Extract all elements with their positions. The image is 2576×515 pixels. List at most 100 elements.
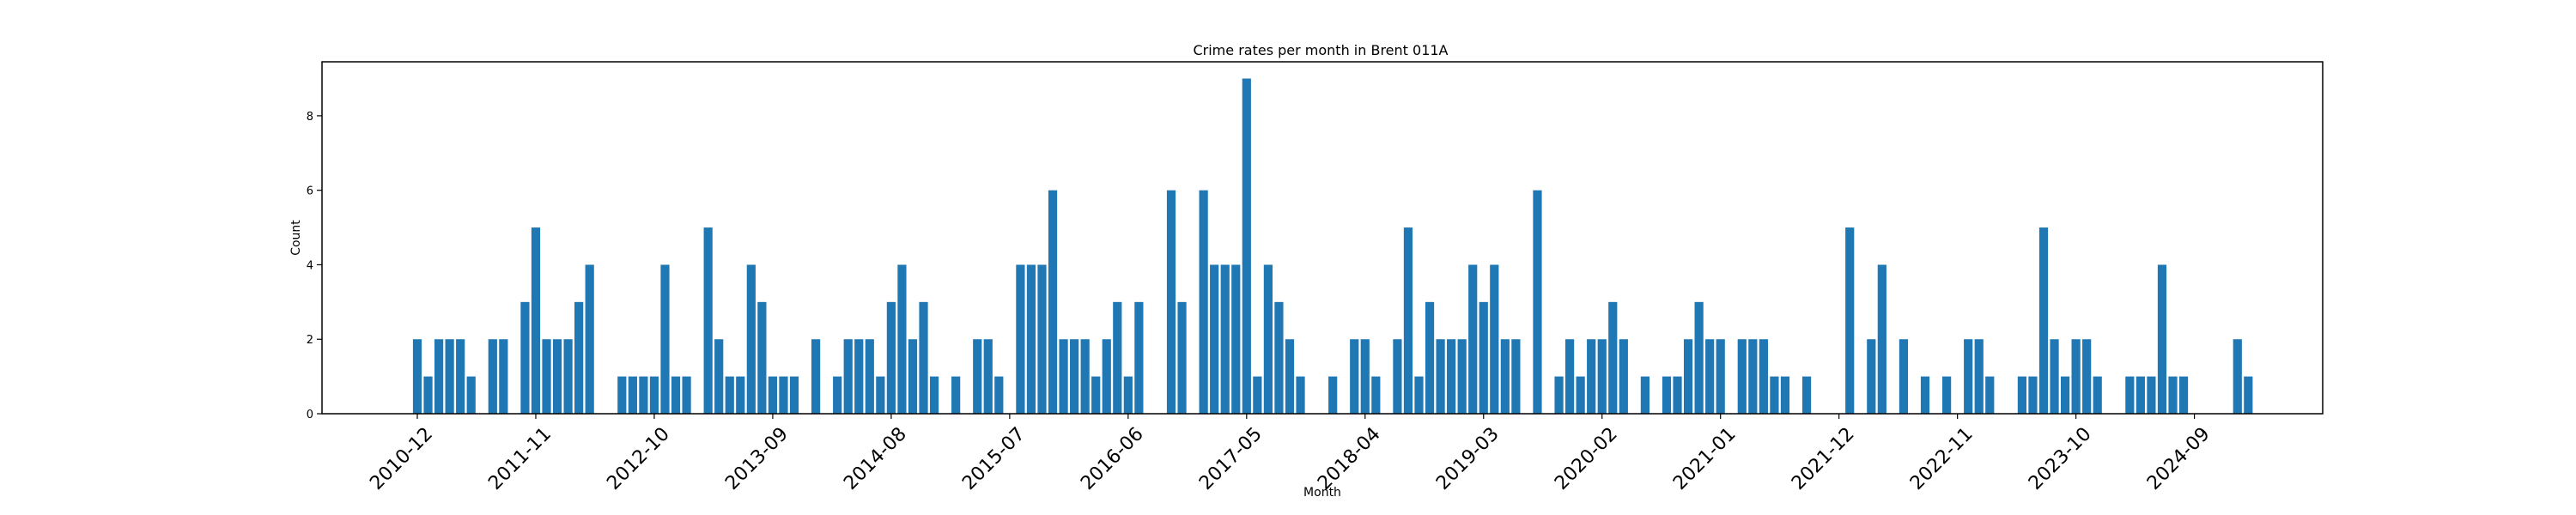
bar bbox=[1134, 301, 1144, 414]
bar bbox=[1490, 264, 1499, 414]
bar bbox=[1037, 264, 1047, 414]
x-tick-label: 2013-09 bbox=[721, 423, 793, 494]
bar bbox=[1705, 339, 1715, 414]
y-tick-label: 6 bbox=[307, 185, 313, 198]
x-tick-label: 2021-01 bbox=[1669, 423, 1741, 494]
bar bbox=[1964, 339, 1973, 414]
bar bbox=[2028, 376, 2038, 414]
bar bbox=[886, 301, 896, 414]
bar bbox=[1985, 376, 1995, 414]
bar bbox=[649, 376, 659, 414]
x-tick-label: 2023-10 bbox=[2025, 423, 2096, 494]
bar bbox=[1425, 301, 1435, 414]
bar bbox=[1759, 339, 1768, 414]
bar bbox=[1285, 339, 1295, 414]
bar bbox=[757, 301, 767, 414]
x-tick-label: 2014-08 bbox=[840, 423, 911, 494]
bar bbox=[1328, 376, 1338, 414]
bar bbox=[1694, 301, 1704, 414]
bar bbox=[1780, 376, 1790, 414]
x-tick-label: 2024-09 bbox=[2143, 423, 2215, 494]
bar bbox=[833, 376, 842, 414]
bar bbox=[1468, 264, 1478, 414]
x-tick-label: 2016-06 bbox=[1077, 423, 1148, 494]
bar bbox=[2038, 227, 2049, 414]
bar bbox=[1123, 376, 1133, 414]
bar bbox=[2050, 339, 2059, 414]
bar bbox=[1231, 264, 1241, 414]
bar bbox=[725, 376, 734, 414]
bar bbox=[628, 376, 637, 414]
bar bbox=[671, 376, 681, 414]
y-tick-label: 2 bbox=[307, 334, 313, 347]
bar bbox=[1350, 339, 1359, 414]
bar bbox=[1920, 376, 1930, 414]
bar bbox=[1565, 339, 1575, 414]
bar bbox=[1942, 376, 1952, 414]
x-tick-label: 2020-02 bbox=[1551, 423, 1622, 494]
bar bbox=[1242, 78, 1251, 415]
bar bbox=[1608, 301, 1618, 414]
bar bbox=[1877, 264, 1886, 414]
bar bbox=[552, 339, 562, 414]
bar bbox=[2233, 339, 2242, 414]
bar bbox=[1899, 339, 1909, 414]
bar bbox=[1801, 376, 1812, 414]
bar bbox=[1770, 376, 1779, 414]
bar bbox=[908, 339, 918, 414]
bar bbox=[2168, 376, 2178, 414]
bar bbox=[983, 339, 993, 414]
y-axis-label: Count bbox=[289, 220, 303, 256]
bar bbox=[994, 376, 1004, 414]
bar bbox=[2136, 376, 2145, 414]
bar bbox=[1500, 339, 1510, 414]
bar bbox=[488, 339, 497, 414]
y-axis: 0 2 4 6 8 bbox=[307, 111, 322, 421]
bar bbox=[682, 376, 691, 414]
bar bbox=[2060, 376, 2070, 414]
bar bbox=[951, 376, 961, 414]
bar bbox=[1737, 339, 1747, 414]
bar bbox=[1436, 339, 1445, 414]
bar bbox=[811, 339, 821, 414]
bar bbox=[1974, 339, 1984, 414]
bar bbox=[1845, 227, 1855, 414]
bar bbox=[1587, 339, 1596, 414]
bar bbox=[1048, 190, 1058, 414]
bar bbox=[1619, 339, 1628, 414]
bar bbox=[520, 301, 530, 414]
x-tick-label: 2017-05 bbox=[1195, 423, 1267, 494]
bar bbox=[746, 264, 756, 414]
bar bbox=[1457, 339, 1467, 414]
bar bbox=[865, 339, 874, 414]
bar bbox=[412, 339, 422, 414]
bar bbox=[2178, 376, 2189, 414]
y-tick-label: 0 bbox=[307, 409, 313, 421]
bar bbox=[2093, 376, 2102, 414]
x-axis: 2010-12 2011-11 2012-10 2013-09 2014-08 2015-… bbox=[366, 414, 2215, 494]
bar bbox=[660, 264, 670, 414]
x-tick-label: 2015-07 bbox=[958, 423, 1030, 494]
x-tick-label: 2019-03 bbox=[1432, 423, 1504, 494]
bar bbox=[1662, 376, 1672, 414]
bar bbox=[2147, 376, 2156, 414]
bar bbox=[1080, 339, 1090, 414]
chart-title: Crime rates per month in Brent 011A bbox=[1193, 42, 1448, 58]
bar bbox=[1177, 301, 1187, 414]
bar bbox=[1683, 339, 1693, 414]
bar bbox=[639, 376, 648, 414]
x-tick-label: 2021-12 bbox=[1788, 423, 1859, 494]
bar bbox=[1371, 376, 1381, 414]
x-tick-label: 2012-10 bbox=[603, 423, 674, 494]
bar bbox=[779, 376, 788, 414]
y-tick-label: 8 bbox=[307, 111, 313, 124]
bar bbox=[1166, 190, 1176, 414]
bar bbox=[434, 339, 444, 414]
bar bbox=[2017, 376, 2027, 414]
bar bbox=[973, 339, 982, 414]
bar bbox=[617, 376, 627, 414]
bar bbox=[1016, 264, 1025, 414]
bar bbox=[1511, 339, 1521, 414]
bar bbox=[1554, 376, 1564, 414]
